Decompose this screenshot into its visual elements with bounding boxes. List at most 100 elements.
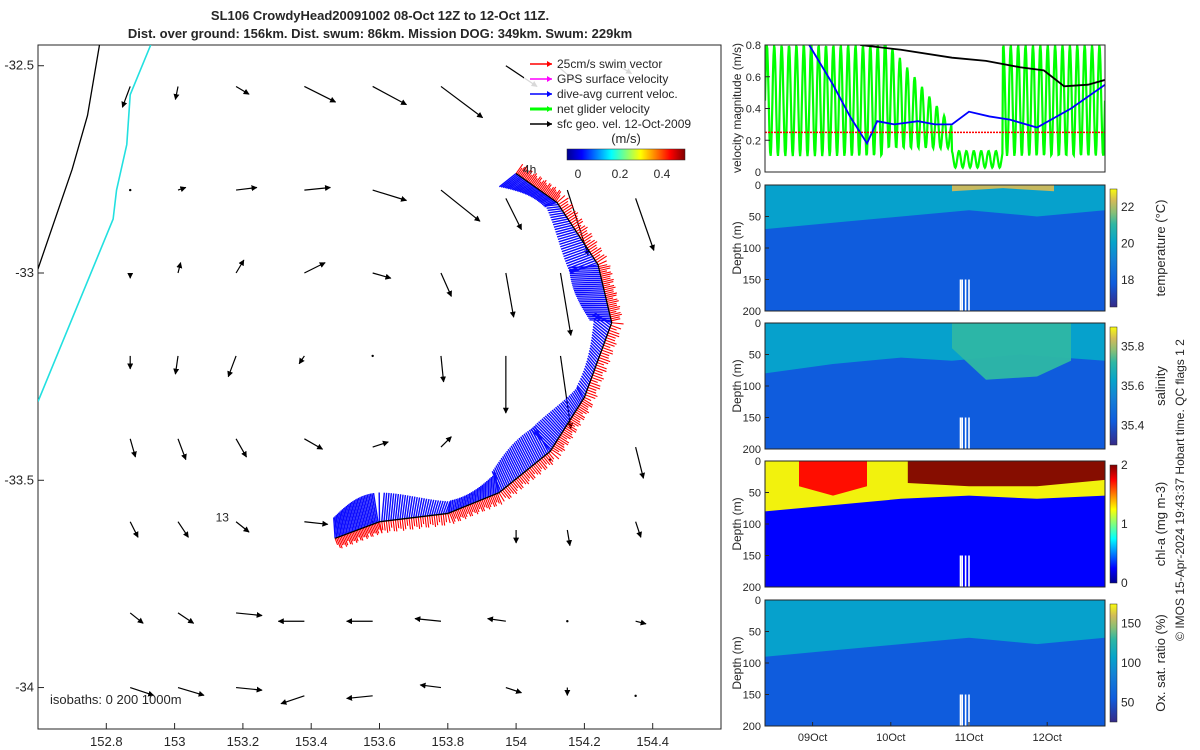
swim-arrow [483, 498, 488, 509]
swim-arrow [563, 429, 573, 436]
swim-arrow [488, 496, 493, 505]
swim-arrow [352, 531, 358, 544]
swim-arrow [593, 254, 601, 259]
map-xtick-label: 154.2 [568, 734, 601, 749]
current-arrow [530, 428, 552, 450]
current-arrow [556, 228, 576, 236]
swim-arrow [554, 443, 566, 451]
vel-ytick-label: 0.6 [746, 72, 761, 84]
swim-arrow [565, 425, 577, 433]
swim-arrow [519, 166, 528, 177]
current-arrow [535, 194, 547, 201]
swim-arrow [549, 450, 560, 460]
current-vector [440, 355, 447, 383]
swim-arrow [579, 232, 588, 239]
current-arrow [568, 259, 596, 272]
current-arrow [518, 183, 532, 193]
current-arrow [477, 486, 481, 502]
current-arrow [507, 177, 524, 190]
current-vector [304, 85, 337, 103]
swim-arrow [517, 477, 524, 485]
colorbar-tick-label: 22 [1121, 200, 1135, 214]
swim-arrow [392, 520, 396, 532]
swim-arrow [600, 271, 611, 275]
swim-arrow [570, 218, 579, 224]
current-arrow [577, 296, 606, 299]
current-arrow [576, 385, 586, 396]
current-arrow [399, 494, 404, 520]
swim-arrow [599, 267, 611, 272]
swim-arrow [548, 452, 555, 460]
current-arrow [499, 459, 512, 484]
swim-arrow [484, 498, 491, 510]
vel-ytick-label: 0 [755, 167, 761, 179]
swim-arrow [545, 188, 552, 196]
current-vector [440, 436, 452, 448]
current-arrow [515, 440, 531, 469]
current-arrow [369, 493, 376, 524]
swim-arrow [438, 514, 441, 523]
profile-panel-salinity: 0 50 100 150 200 Depth (m) 35.4 35.6 35.8 salinit… [730, 318, 1168, 456]
isobath-200m-line [38, 45, 152, 402]
current-arrow [586, 360, 595, 371]
profile-ytick-label: 0 [755, 180, 761, 192]
swim-arrow [368, 525, 374, 537]
swim-arrow [362, 527, 368, 540]
current-vector [566, 529, 572, 547]
current-arrow [550, 214, 566, 219]
current-arrow [442, 501, 449, 515]
current-arrow [574, 291, 605, 294]
current-arrow [558, 235, 580, 243]
swim-arrow [388, 520, 391, 532]
swim-arrow [602, 347, 614, 352]
current-vector [173, 355, 180, 375]
current-arrow [417, 497, 423, 518]
swim-arrow [598, 265, 611, 270]
swim-arrow [413, 517, 416, 527]
swim-arrow [481, 499, 486, 508]
swim-arrow [448, 512, 455, 525]
current-arrow [589, 319, 612, 322]
heatmap-layer [907, 461, 1105, 487]
current-arrow [410, 496, 416, 518]
swim-arrow [410, 517, 414, 530]
current-arrow [527, 430, 543, 459]
swim-arrow [575, 225, 586, 233]
current-arrow [571, 392, 581, 405]
swim-arrow [596, 255, 607, 264]
profile-xtick-label: 11Oct [955, 732, 984, 744]
swim-arrow [601, 275, 611, 279]
current-vector [227, 355, 237, 378]
swim-arrow [563, 206, 574, 214]
current-vector [304, 262, 326, 274]
swim-arrow [500, 490, 507, 498]
current-arrow [356, 498, 363, 529]
current-arrow [516, 182, 531, 192]
swim-arrow [541, 457, 548, 465]
swim-arrow [520, 474, 530, 485]
swim-arrow [455, 509, 462, 521]
colorbar-tick-1: 0.2 [612, 167, 629, 181]
current-arrow [573, 289, 605, 292]
swim-arrow [397, 519, 400, 529]
profile-colorbar [1109, 464, 1118, 584]
map-xtick-label: 153.2 [227, 734, 260, 749]
swim-arrow [513, 479, 523, 490]
current-arrow [509, 447, 524, 474]
profile-ytick-label: 0 [755, 456, 761, 468]
swim-arrow [609, 311, 621, 316]
current-arrow [557, 232, 578, 241]
swim-arrow [604, 289, 614, 293]
current-arrow [344, 506, 350, 534]
swim-arrow [607, 302, 617, 306]
current-arrow [339, 511, 344, 536]
swim-arrow [442, 513, 446, 526]
current-arrow [348, 503, 354, 532]
swim-arrow [536, 461, 543, 470]
swim-arrow [350, 532, 356, 542]
current-arrow [563, 399, 575, 414]
colorbar-tick-0: 0 [575, 167, 582, 181]
swim-arrow [521, 168, 528, 178]
current-vector [235, 259, 245, 274]
swim-arrow [415, 517, 418, 527]
